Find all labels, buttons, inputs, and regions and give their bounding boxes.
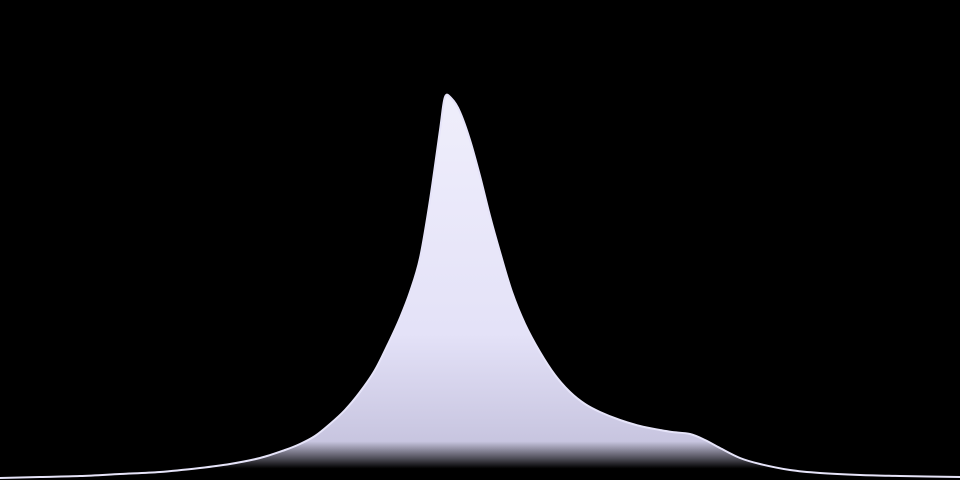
density-area-fill: [0, 94, 960, 480]
density-curve-line: [0, 93, 960, 479]
